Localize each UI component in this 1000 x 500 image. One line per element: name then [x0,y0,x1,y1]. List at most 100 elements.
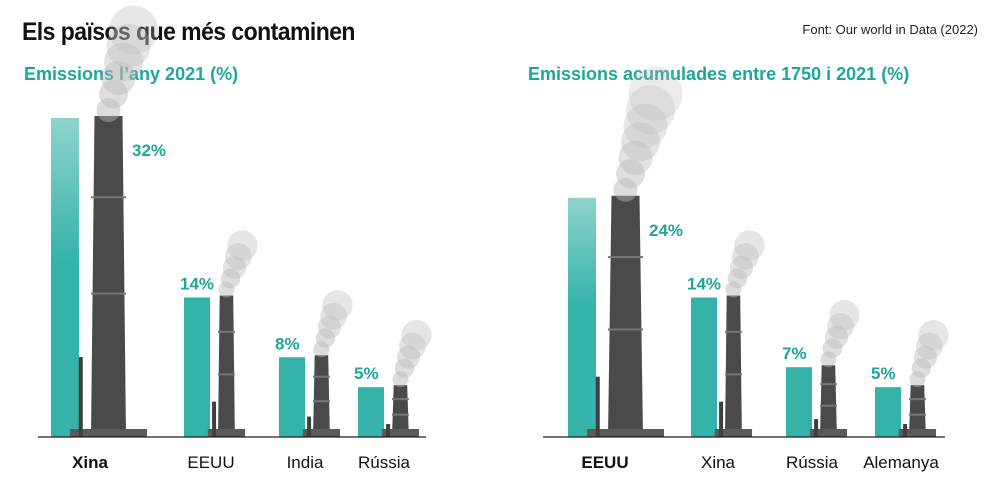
smoke-puff [628,66,683,121]
small-chimney [719,401,724,437]
factory-base [207,429,246,437]
chimney-band [909,398,926,401]
category-label: Xina [72,453,108,472]
bar [568,197,596,437]
smoke-puff [913,345,938,369]
smoke-puff [727,268,748,289]
small-chimney [386,424,391,437]
smoke-puff [829,300,860,331]
chimney-icon [313,355,330,437]
bar [184,297,210,437]
bar [691,297,717,437]
smoke-puff [220,268,241,289]
small-chimney [78,357,83,437]
smoke-puff [313,341,330,358]
chart-title: Els països que més contaminen [22,18,355,46]
smoke-puff [725,281,742,298]
smoke-puff [96,98,121,122]
smoke-puff [227,230,258,261]
factory-base [302,429,341,437]
value-label: 14% [687,274,721,293]
chimney-icon [820,365,837,437]
chimney-band [91,196,126,199]
category-label: Rússia [786,453,839,472]
chimney-icon [91,116,126,437]
bar [786,367,812,437]
value-label: 32% [132,141,166,160]
smoke-puff [909,371,926,388]
smoke-puff [824,325,849,349]
smoke-puff [623,103,668,148]
smoke-puff [106,24,151,68]
value-label: 5% [871,364,896,383]
smoke-puff [225,243,252,270]
chimney-band [820,383,837,386]
factory-base [70,429,147,437]
smoke-puff [401,319,432,351]
right-chart-subtitle: Emissions acumulades entre 1750 i 2021 (… [528,64,910,84]
smoke-puff [222,255,247,280]
smoke-puff [104,42,143,82]
value-label: 8% [275,334,300,353]
small-chimney [814,419,819,437]
small-chimney [903,424,908,437]
factory-base [587,429,664,437]
smoke-puff [729,255,754,280]
chart-1: 32% Xina 14% EEUU 8% India 5% Rússia [38,5,432,472]
smoke-icon [613,66,683,202]
value-label: 24% [649,221,683,240]
smoke-puff [399,332,426,360]
smoke-puff [322,290,353,321]
chimney-band [91,292,126,295]
smoke-puff [820,351,837,368]
chimney-band [218,373,235,376]
chimney-band [608,256,643,259]
chimney-band [909,413,926,416]
chart-2: 24% EEUU 14% Xina 7% Rússia 5% Alemanya [543,66,949,472]
chimney-band [313,375,330,378]
smoke-puff [317,315,342,339]
chimney-band [313,400,330,403]
smoke-icon [313,290,353,358]
chimney-band [392,398,409,401]
source-note: Font: Our world in Data (2022) [802,22,978,37]
smoke-puff [394,358,415,378]
chimney-band [725,373,742,376]
smoke-puff [618,140,653,175]
chimney-icon [218,295,235,437]
smoke-puff [320,302,347,330]
bar [51,118,79,437]
smoke-puff [99,79,128,109]
category-label: Rússia [358,453,411,472]
smoke-puff [918,319,949,351]
smoke-puff [911,358,932,378]
small-chimney [212,401,217,437]
chimney-band [820,404,837,407]
value-label: 7% [782,344,807,363]
left-chart-subtitle: Emissions l’any 2021 (%) [24,64,239,84]
value-label: 14% [180,274,214,293]
value-label: 5% [354,364,379,383]
smoke-puff [734,230,765,261]
smoke-puff [616,159,645,189]
smoke-puff [626,85,675,135]
chimney-band [218,330,235,333]
category-label: India [287,453,324,472]
small-chimney [307,416,312,437]
category-label: EEUU [581,453,628,472]
chimney-icon [725,295,742,437]
smoke-icon [392,319,432,388]
smoke-icon [820,300,860,368]
bar [358,387,384,437]
smoke-puff [101,61,136,95]
chimney-band [725,330,742,333]
factory-base [898,429,937,437]
smoke-puff [916,332,943,360]
small-chimney [595,376,600,437]
smoke-puff [109,5,158,55]
smoke-icon [96,5,158,122]
factory-base [809,429,848,437]
smoke-puff [621,122,660,162]
smoke-puff [827,312,854,340]
